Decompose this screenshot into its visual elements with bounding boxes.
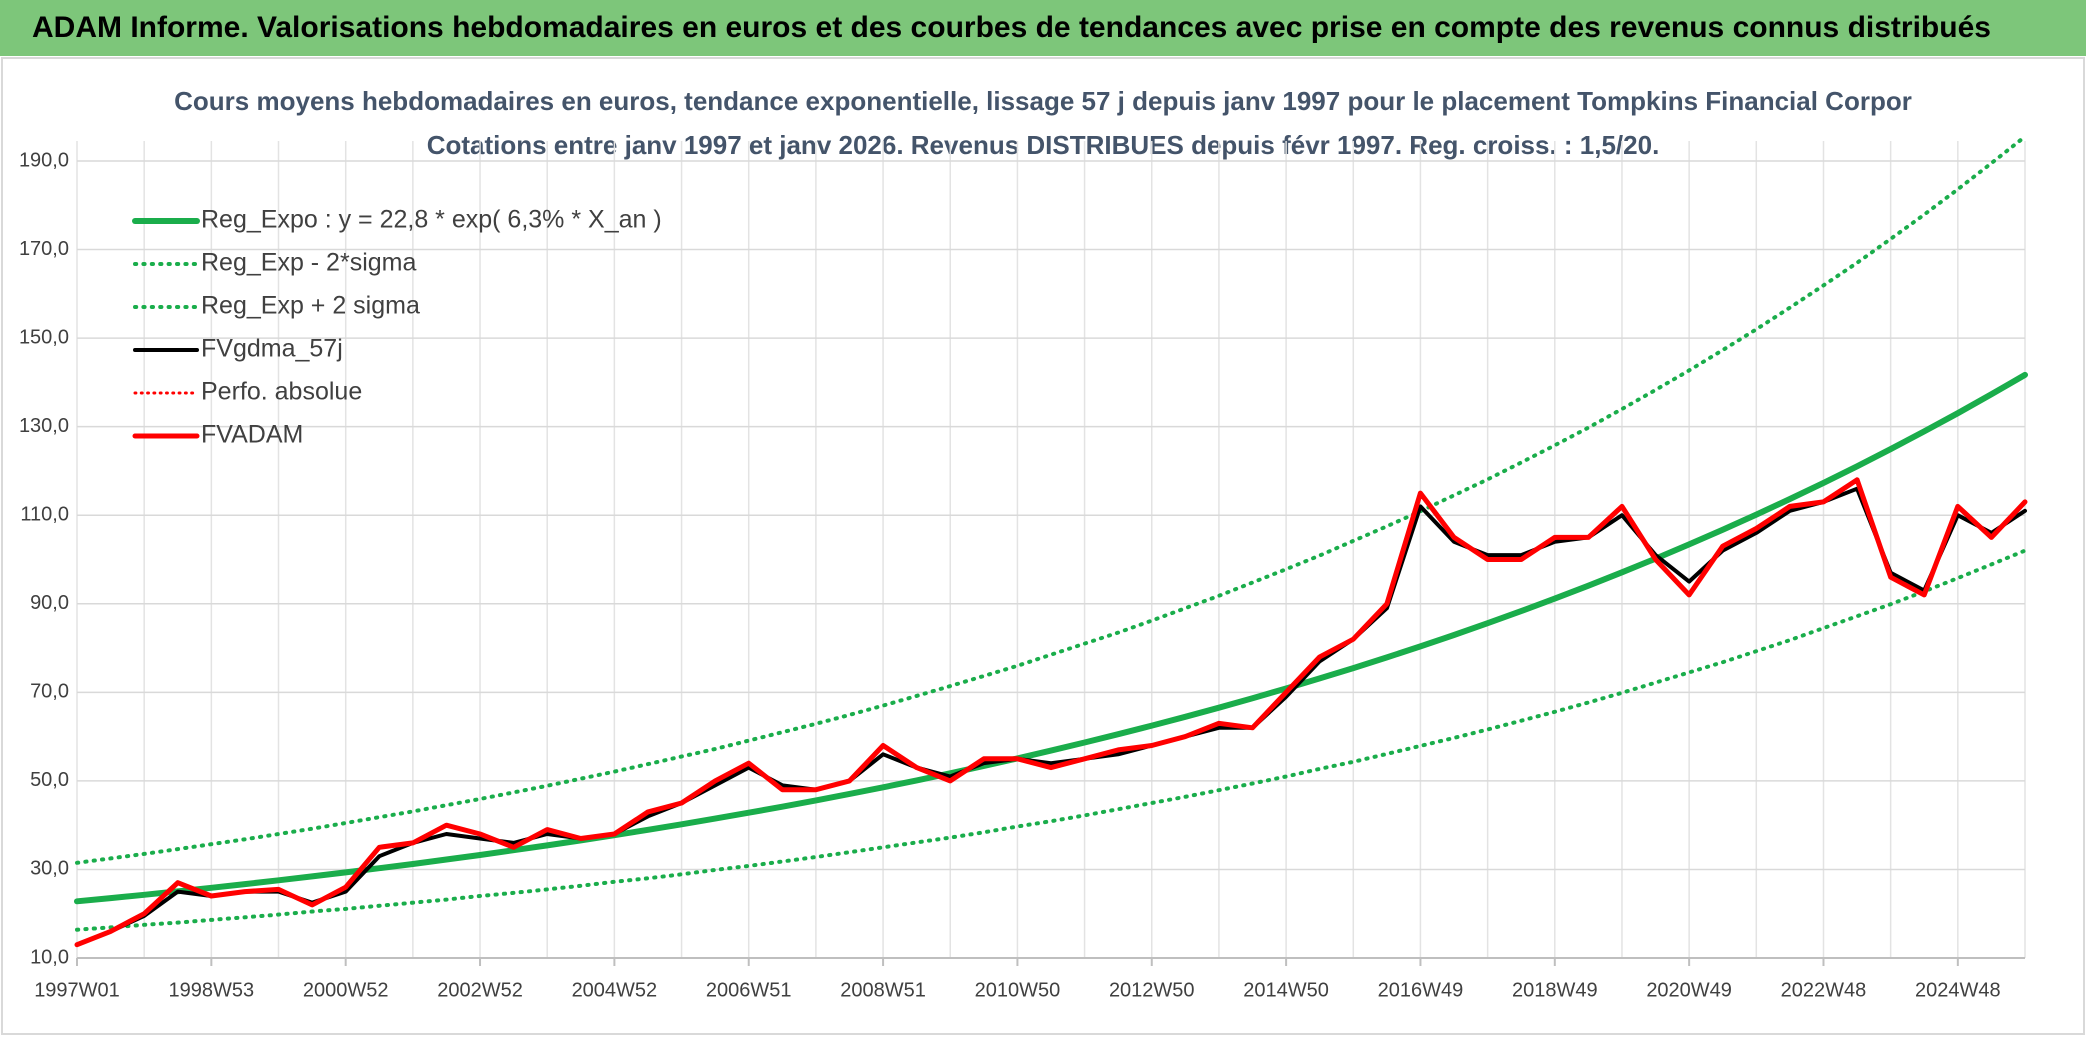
x-tick-label: 2008W51 (840, 979, 926, 1001)
legend-label: Reg_Exp - 2*sigma (201, 249, 416, 277)
x-tick-label: 2014W50 (1243, 979, 1329, 1001)
y-tick-label: 110,0 (20, 504, 69, 526)
y-tick-label: 190,0 (19, 149, 69, 171)
y-tick-label: 30,0 (30, 858, 69, 880)
x-tick-label: 2016W49 (1378, 979, 1464, 1001)
chart-subtitle: Cotations entre janv 1997 et janv 2026. … (427, 130, 1660, 160)
legend-label: FVgdma_57j (201, 335, 343, 363)
x-tick-label: 2010W50 (975, 979, 1061, 1001)
x-tick-label: 2022W48 (1781, 979, 1867, 1001)
legend-label: Perfo. absolue (201, 378, 362, 406)
page: ADAM Informe. Valorisations hebdomadaire… (0, 0, 2086, 1037)
y-tick-label: 10,0 (30, 946, 69, 968)
legend-label: Reg_Expo : y = 22,8 * exp( 6,3% * X_an ) (201, 206, 662, 234)
y-tick-label: 170,0 (19, 238, 69, 260)
y-tick-label: 90,0 (30, 592, 69, 614)
x-tick-label: 2012W50 (1109, 979, 1195, 1001)
y-tick-label: 50,0 (30, 769, 69, 791)
x-tick-label: 2002W52 (437, 979, 523, 1001)
x-tick-label: 2000W52 (303, 979, 389, 1001)
legend-label: Reg_Exp + 2 sigma (201, 292, 420, 320)
x-tick-label: 2018W49 (1512, 979, 1598, 1001)
x-tick-label: 1997W01 (34, 979, 120, 1001)
y-tick-label: 70,0 (30, 681, 69, 703)
x-tick-label: 1998W53 (169, 979, 255, 1001)
x-tick-label: 2006W51 (706, 979, 792, 1001)
x-tick-label: 2004W52 (572, 979, 658, 1001)
chart-title: Cours moyens hebdomadaires en euros, ten… (174, 86, 1912, 116)
header-title: ADAM Informe. Valorisations hebdomadaire… (32, 11, 1991, 44)
chart: ADAM Informe. Valorisations hebdomadaire… (0, 0, 2086, 1037)
y-tick-label: 150,0 (19, 326, 69, 348)
y-tick-label: 130,0 (19, 415, 69, 437)
x-tick-label: 2024W48 (1915, 979, 2001, 1001)
legend-label: FVADAM (201, 421, 303, 449)
x-tick-label: 2020W49 (1646, 979, 1732, 1001)
